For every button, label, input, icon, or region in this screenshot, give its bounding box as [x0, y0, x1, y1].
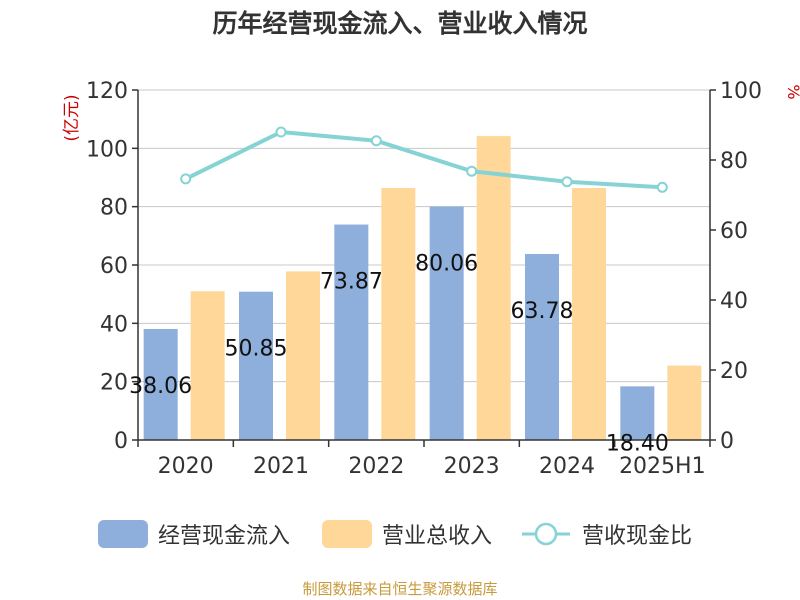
ratio-point — [656, 181, 668, 193]
data-label: 50.85 — [225, 337, 288, 362]
left-tick-label: 20 — [100, 371, 128, 396]
legend-swatch — [322, 520, 372, 548]
ratio-line — [184, 130, 663, 190]
right-tick-label: 40 — [720, 289, 748, 314]
right-tick-label: 80 — [720, 149, 748, 174]
value-labels: 38.06 50.85 73.87 80.06 63.78 18.40 — [129, 251, 669, 456]
bars — [143, 136, 702, 441]
ratio-point — [561, 176, 573, 188]
x-tick-label: 2020 — [158, 454, 214, 479]
right-tick-label: 20 — [720, 359, 748, 384]
data-label: 38.06 — [129, 374, 192, 399]
right-axis-unit: % — [784, 84, 800, 99]
bar-revenue — [381, 188, 416, 440]
right-tick-label: 100 — [720, 79, 762, 104]
x-tick-label: 2023 — [444, 454, 500, 479]
legend-label: 营收现金比 — [582, 524, 692, 549]
left-tick-label: 0 — [114, 429, 128, 454]
bar-cash-inflow — [429, 206, 464, 440]
ratio-point — [275, 126, 287, 138]
bar-cash-inflow — [620, 386, 655, 440]
legend-label: 营业总收入 — [382, 524, 492, 549]
ratio-point — [180, 173, 192, 185]
data-label: 80.06 — [415, 251, 478, 276]
left-tick-label: 100 — [86, 137, 128, 162]
bar-revenue — [476, 136, 511, 441]
chart-title: 历年经营现金流入、营业收入情况 — [212, 9, 587, 38]
left-axis-unit: (亿元) — [62, 94, 82, 141]
left-tick-label: 120 — [86, 79, 128, 104]
bar-cash-inflow — [143, 328, 178, 440]
gridlines — [138, 89, 710, 383]
left-tick-label: 80 — [100, 196, 128, 221]
legend-label: 经营现金流入 — [158, 524, 290, 549]
bar-revenue — [572, 188, 606, 440]
legend-swatch — [98, 520, 148, 548]
data-label: 73.87 — [320, 270, 383, 295]
ratio-point — [370, 135, 382, 147]
line-series — [180, 126, 668, 193]
ratio-point — [466, 165, 478, 177]
legend: 经营现金流入 营业总收入 营收现金比 — [98, 520, 692, 549]
data-label: 18.40 — [606, 431, 669, 456]
right-tick-label: 60 — [720, 219, 748, 244]
bar-revenue — [190, 291, 225, 440]
left-tick-label: 60 — [100, 254, 128, 279]
source-note: 制图数据来自恒生聚源数据库 — [302, 580, 498, 598]
bar-cash-inflow — [239, 291, 273, 440]
axes: 0 20 40 60 80 100 120 0 20 40 60 80 100 2020 2021 2022 2… — [86, 79, 762, 479]
x-tick-label: 2025H1 — [619, 454, 706, 479]
left-tick-label: 40 — [100, 312, 128, 337]
bar-cash-inflow — [334, 224, 369, 440]
bar-revenue — [667, 365, 702, 440]
right-tick-label: 0 — [720, 429, 734, 454]
bar-cash-inflow — [525, 253, 559, 440]
x-tick-label: 2024 — [539, 454, 595, 479]
data-label: 63.78 — [511, 299, 574, 324]
x-tick-label: 2022 — [348, 454, 404, 479]
bar-revenue — [286, 271, 320, 440]
x-tick-label: 2021 — [253, 454, 309, 479]
legend-marker — [534, 522, 558, 546]
